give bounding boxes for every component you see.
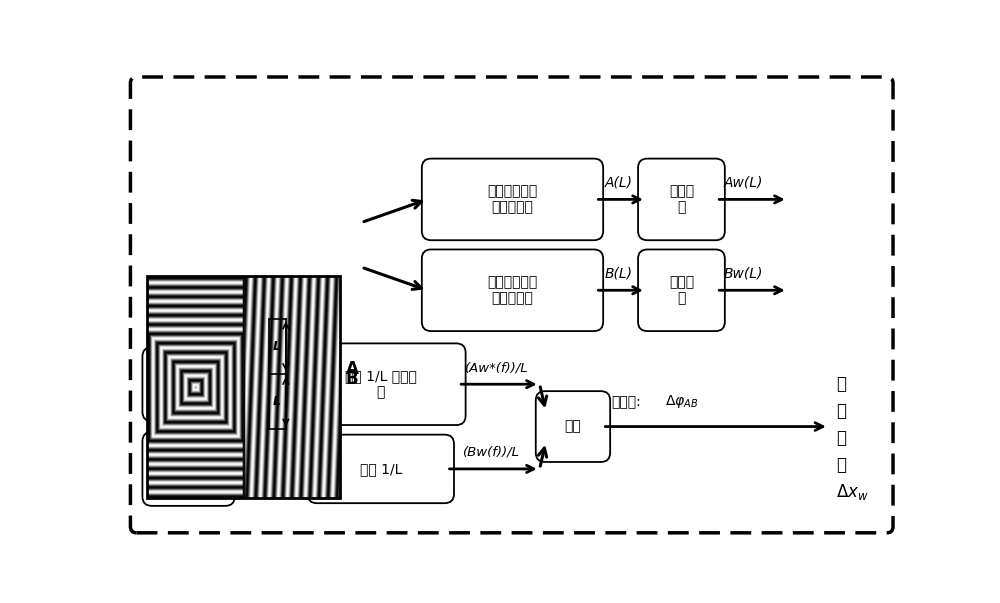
Text: (Bw(f))/L: (Bw(f))/L — [463, 446, 520, 459]
Text: Aw(L): Aw(L) — [724, 175, 763, 189]
FancyBboxPatch shape — [308, 435, 454, 503]
Text: Bw(L): Bw(L) — [724, 267, 763, 280]
Text: A(L): A(L) — [605, 175, 633, 189]
FancyBboxPatch shape — [422, 159, 603, 240]
Text: $\Delta x_w$: $\Delta x_w$ — [836, 482, 868, 502]
Text: 乘以 1/L 并取共
轭: 乘以 1/L 并取共 轭 — [345, 369, 417, 399]
Text: B: B — [346, 370, 358, 388]
Text: 傅里叶
变换: 傅里叶 变换 — [176, 369, 201, 399]
FancyBboxPatch shape — [142, 347, 235, 421]
Text: Aw(f): Aw(f) — [244, 361, 280, 375]
Text: 对: 对 — [836, 375, 846, 393]
Text: A: A — [346, 359, 359, 377]
Text: 垂直于条纹排
列方向平均: 垂直于条纹排 列方向平均 — [487, 275, 538, 305]
Text: 相乘: 相乘 — [565, 420, 581, 434]
FancyBboxPatch shape — [638, 250, 725, 331]
Text: 垂直于条纹排
列方向平均: 垂直于条纹排 列方向平均 — [487, 185, 538, 215]
FancyBboxPatch shape — [536, 391, 610, 462]
Text: 窗口操
作: 窗口操 作 — [669, 185, 694, 215]
FancyBboxPatch shape — [422, 250, 603, 331]
FancyBboxPatch shape — [296, 343, 466, 425]
Text: B(L): B(L) — [605, 267, 633, 280]
Text: L: L — [273, 339, 281, 353]
Text: L: L — [273, 395, 281, 408]
Text: 傅里叶
变换: 傅里叶 变换 — [176, 454, 201, 484]
Text: 差: 差 — [836, 456, 846, 474]
Text: 相位差:: 相位差: — [611, 395, 641, 409]
Text: 窗口操
作: 窗口操 作 — [669, 275, 694, 305]
FancyBboxPatch shape — [638, 159, 725, 240]
Text: 乘以 1/L: 乘以 1/L — [360, 462, 402, 476]
Text: $\Delta\varphi_{AB}$: $\Delta\varphi_{AB}$ — [665, 393, 699, 411]
Text: 准: 准 — [836, 402, 846, 420]
Text: Bw(f): Bw(f) — [244, 446, 280, 459]
FancyBboxPatch shape — [142, 432, 235, 506]
FancyBboxPatch shape — [130, 77, 893, 533]
Text: (Aw*(f))/L: (Aw*(f))/L — [465, 361, 529, 374]
Text: 偏: 偏 — [836, 429, 846, 447]
